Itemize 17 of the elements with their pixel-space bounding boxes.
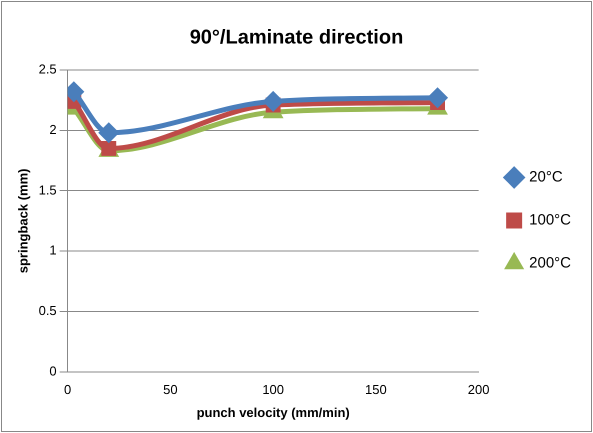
legend-label: 20°C (529, 168, 563, 186)
y-tick-label: 1.5 (38, 182, 57, 198)
legend-label: 200°C (529, 254, 572, 272)
x-tick-label: 0 (64, 382, 72, 398)
x-tick-label: 50 (163, 382, 178, 398)
y-tick-label: 2 (49, 122, 57, 137)
x-tick-label: 150 (365, 382, 387, 398)
x-tick-label: 100 (262, 382, 284, 398)
y-tick-label: 2.5 (38, 62, 57, 77)
x-axis-title: punch velocity (mm/min) (196, 404, 350, 420)
chart-title: 90°/Laminate direction (190, 26, 404, 49)
y-tick-label: 1 (49, 242, 57, 258)
y-tick-label: 0.5 (38, 303, 57, 318)
y-axis-title: springback (mm) (15, 168, 30, 274)
x-tick-label: 200 (468, 382, 490, 398)
y-tick-label: 0 (49, 363, 57, 378)
legend-label: 100°C (529, 212, 572, 229)
